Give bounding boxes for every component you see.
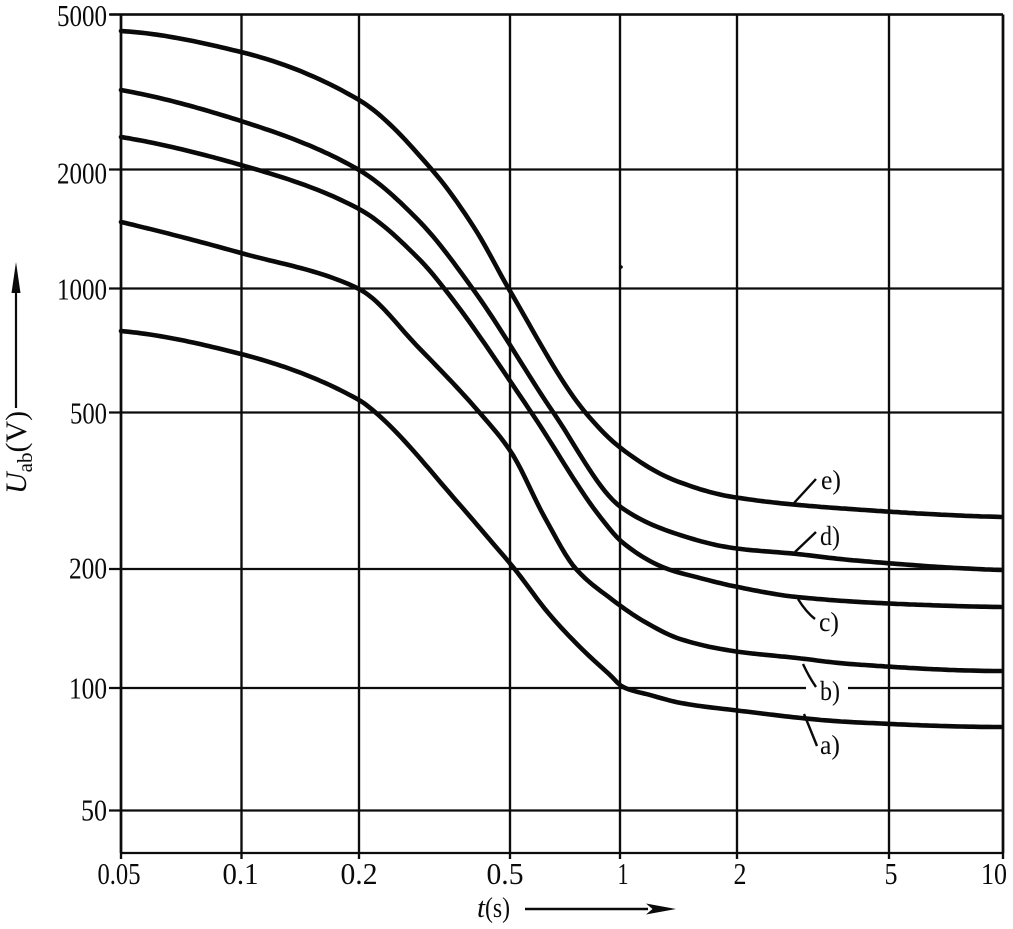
svg-text:10: 10 <box>981 856 1007 891</box>
svg-text:a): a) <box>820 730 840 760</box>
svg-text:c): c) <box>819 607 839 637</box>
svg-text:200: 200 <box>69 551 107 586</box>
svg-text:0.1: 0.1 <box>223 856 259 891</box>
svg-text:0.2: 0.2 <box>341 856 378 891</box>
svg-text:2: 2 <box>734 856 747 891</box>
svg-text:0.05: 0.05 <box>98 856 141 891</box>
svg-text:50: 50 <box>81 793 107 828</box>
svg-text:1000: 1000 <box>57 272 107 307</box>
svg-text:100: 100 <box>69 671 107 706</box>
svg-text:Uab(V): Uab(V) <box>0 411 37 494</box>
svg-text:e): e) <box>821 465 841 495</box>
svg-text:5: 5 <box>885 856 898 891</box>
svg-text:(s): (s) <box>485 892 510 924</box>
svg-text:b): b) <box>820 676 840 706</box>
svg-text:t: t <box>477 892 486 924</box>
svg-text:d): d) <box>820 521 840 551</box>
svg-text:500: 500 <box>70 396 107 431</box>
svg-text:0.5: 0.5 <box>487 856 524 891</box>
svg-text:5000: 5000 <box>57 0 107 33</box>
svg-text:1: 1 <box>618 856 629 891</box>
svg-text:2000: 2000 <box>57 156 107 191</box>
